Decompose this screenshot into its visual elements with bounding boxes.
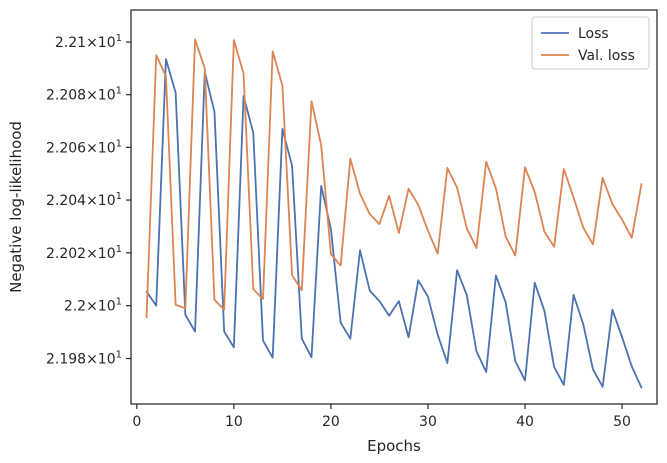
- plot-lines: [145, 38, 643, 389]
- x-tick-label: 30: [419, 414, 437, 430]
- x-tick-label: 40: [516, 414, 534, 430]
- y-tick-label: 2.208×101: [46, 86, 122, 104]
- y-tick-label: 2.204×101: [46, 191, 122, 209]
- x-tick-label: 20: [322, 414, 340, 430]
- y-tick-label: 2.21×101: [55, 33, 122, 51]
- series-line-1: [145, 38, 643, 319]
- y-tick-label: 2.2×101: [64, 297, 122, 315]
- y-axis-label: Negative log-likelihood: [7, 121, 25, 293]
- x-axis-ticks: 0 10 20 30 40 50: [132, 404, 631, 430]
- legend-box: [531, 16, 650, 70]
- legend-label-val-loss: Val. loss: [578, 48, 635, 64]
- y-tick-label: 2.206×101: [46, 138, 122, 156]
- y-tick-label: 2.198×101: [46, 350, 122, 368]
- y-tick-label: 2.202×101: [46, 244, 122, 262]
- x-tick-label: 50: [613, 414, 631, 430]
- x-tick-label: 0: [132, 414, 141, 430]
- legend: Loss Val. loss: [531, 16, 650, 70]
- plot-frame: [130, 9, 658, 405]
- legend-label-loss: Loss: [578, 26, 609, 42]
- x-axis-label: Epochs: [367, 437, 421, 455]
- y-axis-ticks: 2.198×101 2.2×101 2.202×101 2.204×101 2.206×…: [46, 33, 131, 368]
- x-tick-label: 10: [225, 414, 243, 430]
- series-line-0: [145, 58, 643, 389]
